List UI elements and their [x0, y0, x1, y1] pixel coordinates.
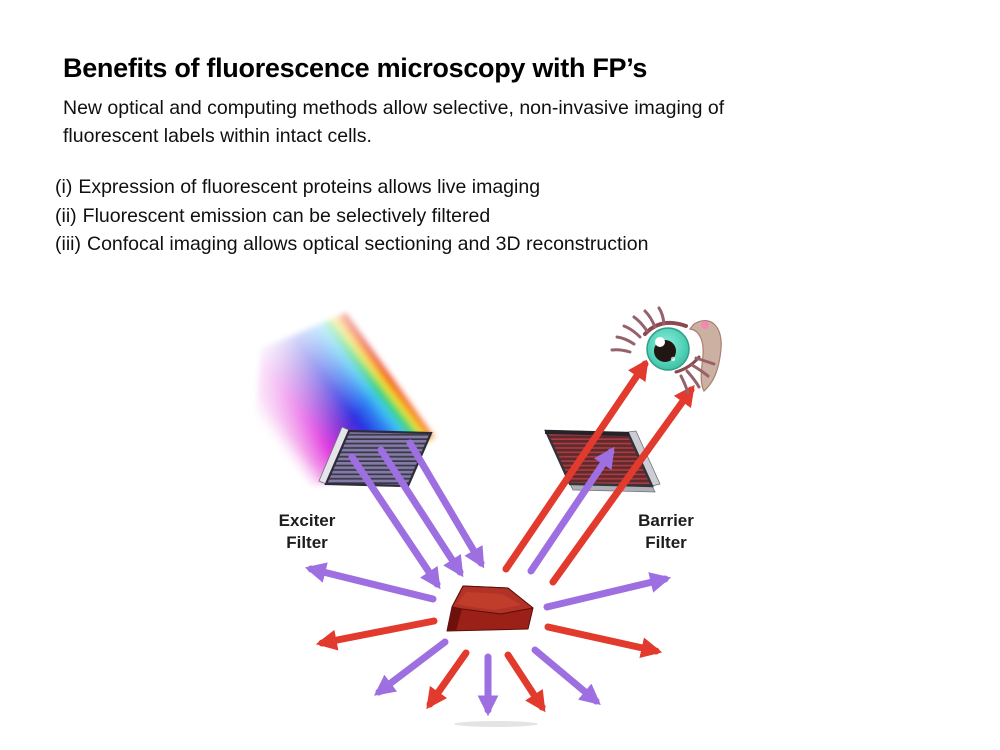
bullet-item: (i) Expression of fluorescent proteins al…: [55, 173, 963, 202]
lower-lashes: [679, 356, 716, 395]
scatter-arrow-red: [426, 649, 470, 710]
bullet-list: (i) Expression of fluorescent proteins al…: [55, 173, 963, 259]
eye-icon: [610, 306, 722, 395]
barrier-filter-label-line1: Barrier: [638, 511, 694, 530]
scatter-arrow-purple: [373, 638, 449, 696]
specimen-icon: [446, 585, 534, 632]
exciter-filter-label-line1: Exciter: [278, 511, 336, 530]
scattered-light-arrows: [304, 562, 672, 717]
excitation-arrows: [348, 439, 615, 590]
exciter-filter-label: Exciter Filter: [237, 510, 377, 554]
bullet-item: (ii) Fluorescent emission can be selectiv…: [55, 202, 963, 231]
excitation-arrow: [406, 439, 485, 569]
emission-arrow: [549, 384, 695, 586]
slide-title: Benefits of fluorescence microscopy with…: [63, 53, 648, 83]
bullet-text: Fluorescent emission can be selectively …: [82, 204, 491, 227]
scatter-arrow-purple: [543, 572, 672, 611]
bullet-text: Expression of fluorescent proteins allow…: [78, 176, 541, 198]
bullet-numeral: (iii): [55, 233, 81, 255]
exciter-filter-icon: [318, 426, 433, 488]
barrier-filter-label: Barrier Filter: [596, 510, 736, 554]
subtitle-line: fluorescent labels within intact cells.: [63, 125, 372, 147]
upper-lashes: [610, 306, 666, 354]
subtitle-line: New optical and computing methods allow …: [63, 97, 725, 119]
scatter-arrow-purple: [304, 562, 437, 603]
slide-subtitle: New optical and computing methods allow …: [63, 94, 963, 150]
excitation-arrow: [377, 446, 464, 578]
scatter-arrow-red: [504, 651, 546, 713]
slide-text-block: Benefits of fluorescence microscopy with…: [55, 52, 963, 259]
barrier-filter-label-line2: Filter: [645, 533, 687, 552]
exciter-filter-label-line2: Filter: [286, 533, 328, 552]
blocked-excitation-arrow: [527, 446, 615, 575]
bullet-numeral: (ii): [55, 204, 77, 227]
eye-pink-dot: [701, 321, 709, 329]
emission-arrows: [502, 358, 695, 586]
scatter-arrow-red: [544, 623, 663, 659]
bullet-numeral: (i): [55, 176, 73, 198]
emission-arrow: [502, 358, 649, 573]
specimen-shadow: [454, 721, 538, 727]
excitation-arrow: [348, 453, 441, 590]
scatter-arrow-purple: [531, 646, 601, 706]
bullet-item: (iii) Confocal imaging allows optical sec…: [55, 230, 963, 259]
bullet-text: Confocal imaging allows optical sectioni…: [86, 233, 649, 255]
scatter-arrow-red: [315, 617, 438, 651]
